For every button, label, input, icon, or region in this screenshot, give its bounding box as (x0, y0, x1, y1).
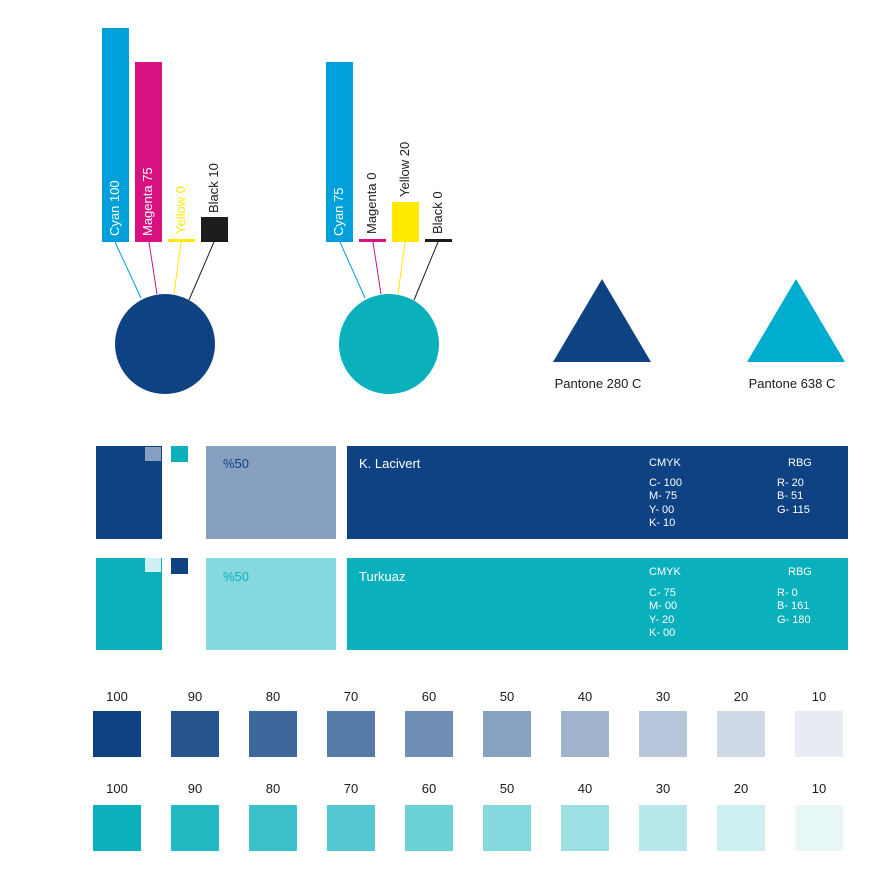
teal-tint-label-60: 60 (421, 781, 437, 796)
navy-accent-chip (171, 446, 188, 462)
teal-tint-swatch-70 (327, 805, 375, 851)
navy-cmyk-m: M- 75 (649, 490, 678, 502)
teal-color-name: Turkuaz (359, 569, 406, 584)
teal-tint-swatch-40 (561, 805, 609, 851)
teal-cmyk-c: C- 75 (649, 587, 676, 599)
navy-rgb-g: G- 115 (777, 504, 810, 516)
navy-tint-swatch-50 (483, 711, 531, 757)
navy-tint-label-20: 20 (733, 689, 749, 704)
teal-main-square (96, 558, 162, 650)
navy-cmyk-y: Y- 00 (649, 504, 675, 516)
teal-tint-swatch-60 (405, 805, 453, 851)
teal-tint-label-80: 80 (265, 781, 281, 796)
teal-tint-swatch-10 (795, 805, 843, 851)
teal-cmyk-heading: CMYK (649, 566, 681, 578)
teal-tint-label-10: 10 (811, 781, 827, 796)
navy-tint-label-70: 70 (343, 689, 359, 704)
mix2-magenta-bar (359, 239, 386, 242)
navy-cmyk-c: C- 100 (649, 477, 683, 489)
navy-rgb-b: B- 51 (777, 490, 804, 502)
teal-tint-swatch-80 (249, 805, 297, 851)
mix1-result-circle (115, 294, 215, 394)
mix1-yellow-bar (168, 239, 195, 242)
navy-tint-swatch-10 (795, 711, 843, 757)
navy-tint-swatch-80 (249, 711, 297, 757)
navy-color-name: K. Lacivert (359, 456, 421, 471)
teal-tint-swatch-20 (717, 805, 765, 851)
navy-tint-chip (145, 447, 161, 461)
teal-tint-label-20: 20 (733, 781, 749, 796)
navy-tint-label-100: 100 (106, 689, 128, 704)
teal-tint50-label: %50 (223, 569, 250, 584)
navy-tint-label-90: 90 (187, 689, 203, 704)
navy-cmyk-heading: CMYK (649, 457, 681, 469)
navy-rgb-heading: RBG (788, 457, 812, 469)
teal-cmyk-k: K- 00 (649, 627, 676, 639)
teal-tint-label-50: 50 (499, 781, 515, 796)
navy-tint-swatch-40 (561, 711, 609, 757)
teal-rgb-r: R- 0 (777, 587, 798, 599)
navy-tint-label-30: 30 (655, 689, 671, 704)
teal-tint50-block (206, 558, 336, 650)
teal-tint-swatch-30 (639, 805, 687, 851)
navy-main-square (96, 446, 162, 539)
navy-cmyk-k: K- 10 (649, 517, 676, 529)
navy-info-panel (347, 446, 848, 539)
teal-tint-label-90: 90 (187, 781, 203, 796)
navy-tint-label-80: 80 (265, 689, 281, 704)
navy-tint-label-50: 50 (499, 689, 515, 704)
teal-tint-label-70: 70 (343, 781, 359, 796)
mix2-black-bar (425, 239, 452, 242)
navy-tint-label-60: 60 (421, 689, 437, 704)
teal-tint-swatch-100 (93, 805, 141, 851)
teal-rgb-heading: RBG (788, 566, 812, 578)
mix1-black-bar (201, 217, 228, 242)
pantone-teal-label: Pantone 638 C (748, 376, 836, 391)
navy-rgb-r: R- 20 (777, 477, 804, 489)
navy-tint-swatch-20 (717, 711, 765, 757)
teal-tint-swatch-90 (171, 805, 219, 851)
teal-cmyk-y: Y- 20 (649, 614, 675, 626)
teal-tint-chip (145, 558, 161, 572)
mix1-magenta-bar (135, 62, 162, 242)
teal-tint-label-30: 30 (655, 781, 671, 796)
teal-tint-swatch-50 (483, 805, 531, 851)
mix1-cyan-bar (102, 28, 129, 242)
teal-rgb-b: B- 161 (777, 600, 810, 612)
pantone-navy-label: Pantone 280 C (554, 376, 642, 391)
mix2-cyan-bar (326, 62, 353, 242)
mix2-result-circle (339, 294, 439, 394)
navy-tint50-label: %50 (223, 456, 250, 471)
teal-tint-label-100: 100 (106, 781, 128, 796)
navy-tint-swatch-70 (327, 711, 375, 757)
teal-info-panel (347, 558, 848, 650)
navy-tint50-block (206, 446, 336, 539)
navy-tint-swatch-90 (171, 711, 219, 757)
navy-tint-label-40: 40 (577, 689, 593, 704)
pantone-navy-triangle (553, 279, 651, 362)
teal-rgb-g: G- 180 (777, 614, 811, 626)
teal-accent-chip (171, 558, 188, 574)
teal-tint-label-40: 40 (577, 781, 593, 796)
mix2-yellow-bar (392, 202, 419, 242)
navy-tint-swatch-100 (93, 711, 141, 757)
teal-cmyk-m: M- 00 (649, 600, 678, 612)
navy-tint-swatch-30 (639, 711, 687, 757)
navy-tint-label-10: 10 (811, 689, 827, 704)
navy-tint-swatch-60 (405, 711, 453, 757)
pantone-teal-triangle (747, 279, 845, 362)
